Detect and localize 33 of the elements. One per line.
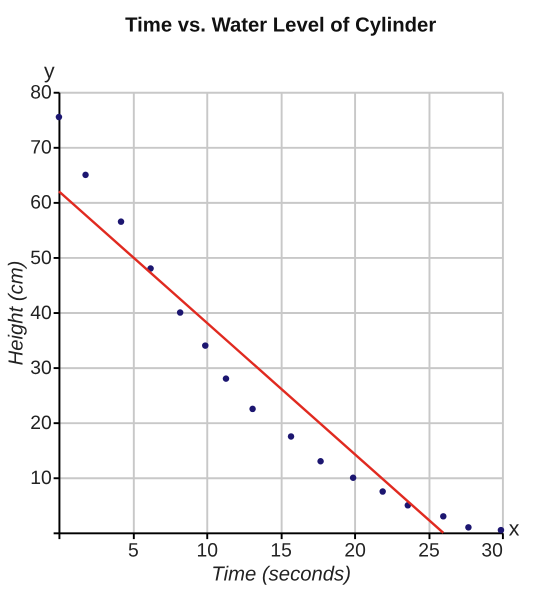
x-tick-label: 30 (481, 540, 503, 562)
point (288, 433, 294, 440)
y-tick-label: 20 (30, 412, 52, 434)
point (56, 114, 62, 120)
y-tick-label: 60 (30, 192, 52, 214)
y-tick-label: 30 (30, 358, 52, 379)
point (498, 526, 504, 534)
point (379, 488, 386, 495)
point (118, 218, 124, 225)
point (82, 172, 89, 178)
x-axis-title: Time (seconds) (211, 564, 351, 586)
x-tick-label: 15 (270, 540, 292, 562)
point (202, 342, 209, 349)
y-tick-label: 40 (30, 302, 52, 324)
point (249, 406, 256, 412)
chart-title: Time vs. Water Level of Cylinder (125, 14, 436, 36)
y-tick-label: 70 (30, 138, 52, 159)
x-tick-label: 5 (128, 540, 139, 562)
y-axis-title: Height (cm) (5, 260, 28, 366)
point (222, 375, 230, 382)
point (317, 458, 324, 464)
y-tick-label: 10 (30, 468, 52, 490)
point (465, 524, 472, 531)
y-tick-label: 50 (30, 248, 52, 269)
text: x (508, 516, 520, 541)
text: y (44, 58, 55, 83)
point (350, 474, 356, 481)
y-tick-label: 80 (30, 82, 52, 104)
x-tick-label: 25 (418, 540, 440, 562)
x-tick-label: 10 (196, 540, 218, 562)
point (176, 309, 184, 316)
point (440, 513, 447, 520)
x-tick-label: 20 (344, 540, 366, 562)
